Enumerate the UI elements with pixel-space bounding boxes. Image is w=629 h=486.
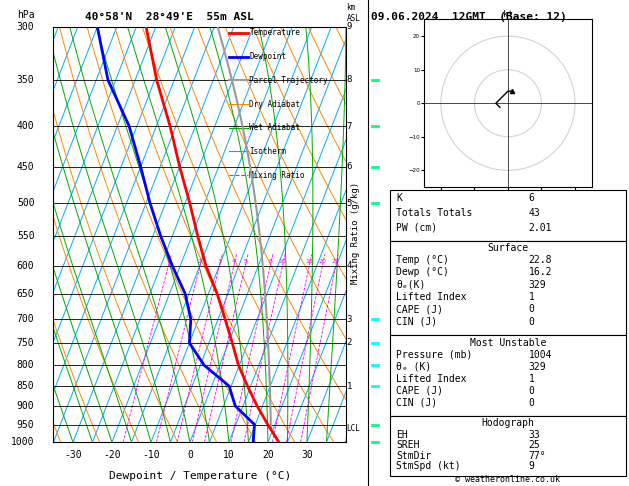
Text: 650: 650: [17, 289, 35, 298]
Text: 1: 1: [528, 292, 534, 302]
Text: 0: 0: [528, 386, 534, 396]
Text: Pressure (mb): Pressure (mb): [396, 350, 472, 360]
Text: hPa: hPa: [17, 11, 35, 20]
Text: 09.06.2024  12GMT  (Base: 12): 09.06.2024 12GMT (Base: 12): [370, 12, 567, 22]
Text: Mixing Ratio (g/kg): Mixing Ratio (g/kg): [351, 182, 360, 284]
Text: StmDir: StmDir: [396, 451, 431, 461]
Text: 850: 850: [17, 381, 35, 391]
Text: CAPE (J): CAPE (J): [396, 386, 443, 396]
Text: θₑ (K): θₑ (K): [396, 362, 431, 372]
Text: 4: 4: [232, 260, 236, 264]
Text: 1004: 1004: [528, 350, 552, 360]
Text: 800: 800: [17, 360, 35, 370]
Text: Lifted Index: Lifted Index: [396, 292, 467, 302]
Text: 0: 0: [528, 305, 534, 314]
Text: 6: 6: [347, 162, 352, 171]
Text: Dewpoint / Temperature (°C): Dewpoint / Temperature (°C): [109, 471, 291, 481]
Text: 3: 3: [347, 314, 352, 324]
Text: 450: 450: [17, 162, 35, 172]
Text: SREH: SREH: [396, 440, 420, 451]
Text: 43: 43: [528, 208, 540, 218]
Text: 700: 700: [17, 314, 35, 324]
Text: 400: 400: [17, 121, 35, 131]
Text: 750: 750: [17, 338, 35, 348]
Text: PW (cm): PW (cm): [396, 223, 437, 233]
Text: Totals Totals: Totals Totals: [396, 208, 472, 218]
Text: 7: 7: [347, 122, 352, 131]
Text: 22.8: 22.8: [528, 255, 552, 265]
Text: Lifted Index: Lifted Index: [396, 374, 467, 384]
Text: 500: 500: [17, 198, 35, 208]
Text: 0: 0: [528, 398, 534, 408]
Text: 30: 30: [301, 450, 313, 460]
Text: 550: 550: [17, 231, 35, 241]
Text: Temp (°C): Temp (°C): [396, 255, 449, 265]
Text: 20: 20: [262, 450, 274, 460]
Text: 350: 350: [17, 75, 35, 85]
Text: Surface: Surface: [487, 243, 528, 253]
Text: 8: 8: [268, 260, 272, 264]
Text: 329: 329: [528, 362, 546, 372]
Text: Dewp (°C): Dewp (°C): [396, 267, 449, 278]
Text: Mixing Ratio: Mixing Ratio: [250, 171, 305, 179]
Text: 10: 10: [223, 450, 235, 460]
Text: 10: 10: [279, 260, 286, 264]
Text: -30: -30: [64, 450, 82, 460]
Text: Parcel Trajectory: Parcel Trajectory: [250, 76, 328, 85]
Text: 2.01: 2.01: [528, 223, 552, 233]
Text: CIN (J): CIN (J): [396, 317, 437, 327]
Text: StmSpd (kt): StmSpd (kt): [396, 461, 461, 471]
Text: Most Unstable: Most Unstable: [470, 338, 546, 348]
Text: 300: 300: [17, 22, 35, 32]
Text: 2: 2: [347, 338, 352, 347]
Text: 2: 2: [198, 260, 202, 264]
Text: 20: 20: [318, 260, 326, 264]
Text: LCL: LCL: [347, 424, 360, 433]
Text: EH: EH: [396, 430, 408, 440]
Text: 950: 950: [17, 419, 35, 430]
Text: 25: 25: [331, 260, 340, 264]
Text: 77°: 77°: [528, 451, 546, 461]
Text: Temperature: Temperature: [250, 29, 300, 37]
Text: 0: 0: [187, 450, 193, 460]
Text: 900: 900: [17, 401, 35, 411]
Title: kt: kt: [503, 10, 513, 19]
Text: 9: 9: [347, 22, 352, 31]
Text: 40°58'N  28°49'E  55m ASL: 40°58'N 28°49'E 55m ASL: [86, 12, 254, 22]
Text: 33: 33: [528, 430, 540, 440]
Text: CAPE (J): CAPE (J): [396, 305, 443, 314]
Text: 9: 9: [528, 461, 534, 471]
Text: Dry Adiabat: Dry Adiabat: [250, 100, 300, 108]
Text: 1: 1: [528, 374, 534, 384]
Text: Wet Adiabat: Wet Adiabat: [250, 123, 300, 132]
Text: 600: 600: [17, 261, 35, 271]
Text: km
ASL: km ASL: [347, 3, 360, 22]
Text: 8: 8: [347, 75, 352, 85]
Text: K: K: [396, 193, 402, 204]
Text: 5: 5: [243, 260, 247, 264]
Text: 16: 16: [305, 260, 313, 264]
Text: Dewpoint: Dewpoint: [250, 52, 286, 61]
Text: θₑ(K): θₑ(K): [396, 280, 426, 290]
Text: 4: 4: [347, 261, 352, 270]
Text: 1000: 1000: [11, 437, 35, 447]
Text: 5: 5: [347, 199, 352, 208]
Text: © weatheronline.co.uk: © weatheronline.co.uk: [455, 474, 560, 484]
Text: 16.2: 16.2: [528, 267, 552, 278]
Text: 1: 1: [347, 382, 352, 391]
Text: 3: 3: [218, 260, 221, 264]
Text: CIN (J): CIN (J): [396, 398, 437, 408]
Text: 0: 0: [528, 317, 534, 327]
Text: 6: 6: [528, 193, 534, 204]
Text: 25: 25: [528, 440, 540, 451]
Text: -10: -10: [142, 450, 160, 460]
Text: 1: 1: [166, 260, 170, 264]
Text: Isotherm: Isotherm: [250, 147, 286, 156]
Text: 329: 329: [528, 280, 546, 290]
Text: Hodograph: Hodograph: [481, 418, 535, 428]
Text: -20: -20: [103, 450, 121, 460]
